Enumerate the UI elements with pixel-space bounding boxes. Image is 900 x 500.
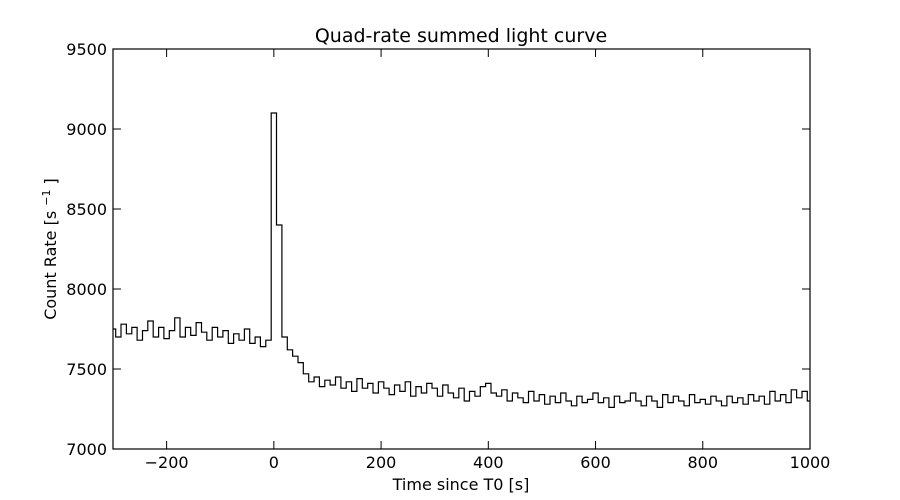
y-axis-label-end: ]	[41, 178, 60, 184]
plot-data-layer	[113, 112, 810, 408]
x-tick-label: 400	[473, 453, 504, 472]
y-tick-label: 7000	[66, 440, 107, 459]
x-axis-label: Time since T0 [s]	[392, 475, 530, 494]
plot-frame	[112, 48, 811, 450]
x-tick-label: 600	[580, 453, 611, 472]
x-tick-label: −200	[145, 453, 189, 472]
light-curve-series	[113, 112, 810, 408]
x-tick-label: 800	[687, 453, 718, 472]
y-axis-ticks: 7000 7500 8000 8500 9000 9500	[66, 40, 810, 459]
x-axis-ticks: −200 0 200 400 600 800 1000	[145, 49, 831, 472]
x-tick-label: 1000	[790, 453, 831, 472]
chart-title: Quad-rate summed light curve	[315, 25, 607, 47]
x-tick-label: 200	[366, 453, 397, 472]
x-tick-label: 0	[269, 453, 279, 472]
y-tick-label: 8500	[66, 200, 107, 219]
y-axis-label-superscript: −1	[40, 190, 53, 206]
y-tick-label: 8000	[66, 280, 107, 299]
y-axis-label: Count Rate [s −1 ]	[40, 178, 61, 320]
y-tick-label: 7500	[66, 360, 107, 379]
y-tick-label: 9500	[66, 40, 107, 59]
y-tick-label: 9000	[66, 120, 107, 139]
y-axis-label-main: Count Rate [s	[41, 211, 60, 320]
